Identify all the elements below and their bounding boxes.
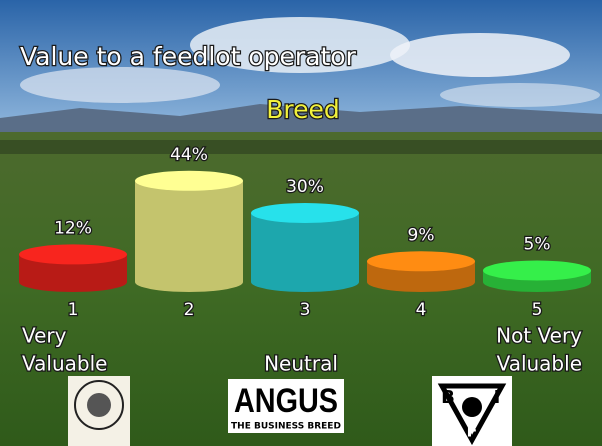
chart-title: Value to a feedlot operator: [20, 42, 357, 71]
bar-top: [483, 261, 591, 281]
logo-text: THE BUSINESS BREED: [231, 422, 341, 432]
value-label: 30%: [286, 177, 324, 197]
annotation: Very: [22, 324, 67, 348]
logo-text: ANGUS: [234, 382, 338, 420]
value-label: 44%: [170, 145, 208, 165]
bar-top: [135, 171, 243, 191]
value-label: 12%: [54, 218, 92, 238]
logo-angus: ANGUS THE BUSINESS BREED: [228, 379, 344, 433]
chart-subtitle: Breed: [266, 95, 340, 124]
value-label: 9%: [408, 225, 435, 245]
bar: [251, 213, 359, 292]
logo-text: F: [467, 422, 478, 441]
bar: [135, 181, 243, 292]
page: {"chart_data": {"type": "bar", "title": …: [0, 0, 602, 446]
category-label: 4: [416, 300, 427, 320]
bar-top: [251, 203, 359, 223]
logo-text: I: [494, 387, 501, 408]
bar-top: [367, 251, 475, 271]
category-label: 3: [300, 300, 311, 320]
annotation: Valuable: [497, 352, 582, 376]
logo-bif: B I F: [432, 376, 512, 446]
category-label: 2: [184, 300, 195, 320]
logo-text: B: [441, 387, 455, 408]
annotation: Valuable: [22, 352, 107, 376]
logo-left: [68, 376, 130, 446]
annotation: Not Very: [496, 324, 582, 348]
slide: Value to a feedlot operator Breed ANGUS …: [0, 0, 602, 446]
category-label: 5: [532, 300, 543, 320]
bar-top: [19, 244, 127, 264]
annotation: Neutral: [264, 352, 338, 376]
value-label: 5%: [524, 235, 551, 255]
category-label: 1: [68, 300, 79, 320]
